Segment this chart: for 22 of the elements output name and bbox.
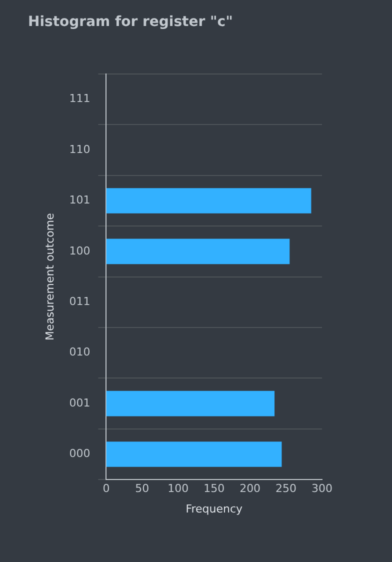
y-tick-label: 111 bbox=[69, 92, 90, 106]
y-tick-label: 100 bbox=[69, 244, 90, 258]
x-tick-label: 250 bbox=[276, 482, 297, 496]
x-tick-label: 0 bbox=[102, 482, 110, 496]
x-tick-label: 50 bbox=[135, 482, 150, 496]
y-tick-label: 001 bbox=[69, 396, 90, 410]
y-axis-title: Measurement outcome bbox=[43, 212, 56, 340]
x-tick-label: 150 bbox=[204, 482, 225, 496]
x-tick-label: 200 bbox=[240, 482, 261, 496]
y-tick-label: 110 bbox=[69, 142, 90, 156]
x-tick-label: 300 bbox=[312, 482, 332, 496]
bar bbox=[106, 238, 290, 264]
x-axis-title: Frequency bbox=[186, 502, 243, 516]
y-tick-label: 000 bbox=[69, 447, 90, 460]
y-tick-label: 101 bbox=[69, 194, 90, 207]
bar bbox=[106, 390, 275, 416]
bar bbox=[106, 442, 282, 467]
bar bbox=[106, 188, 312, 214]
y-tick-label: 010 bbox=[69, 346, 90, 359]
chart-title: Histogram for register "c" bbox=[28, 14, 233, 30]
y-tick-label: 011 bbox=[69, 295, 90, 308]
x-tick-label: 100 bbox=[168, 482, 189, 496]
